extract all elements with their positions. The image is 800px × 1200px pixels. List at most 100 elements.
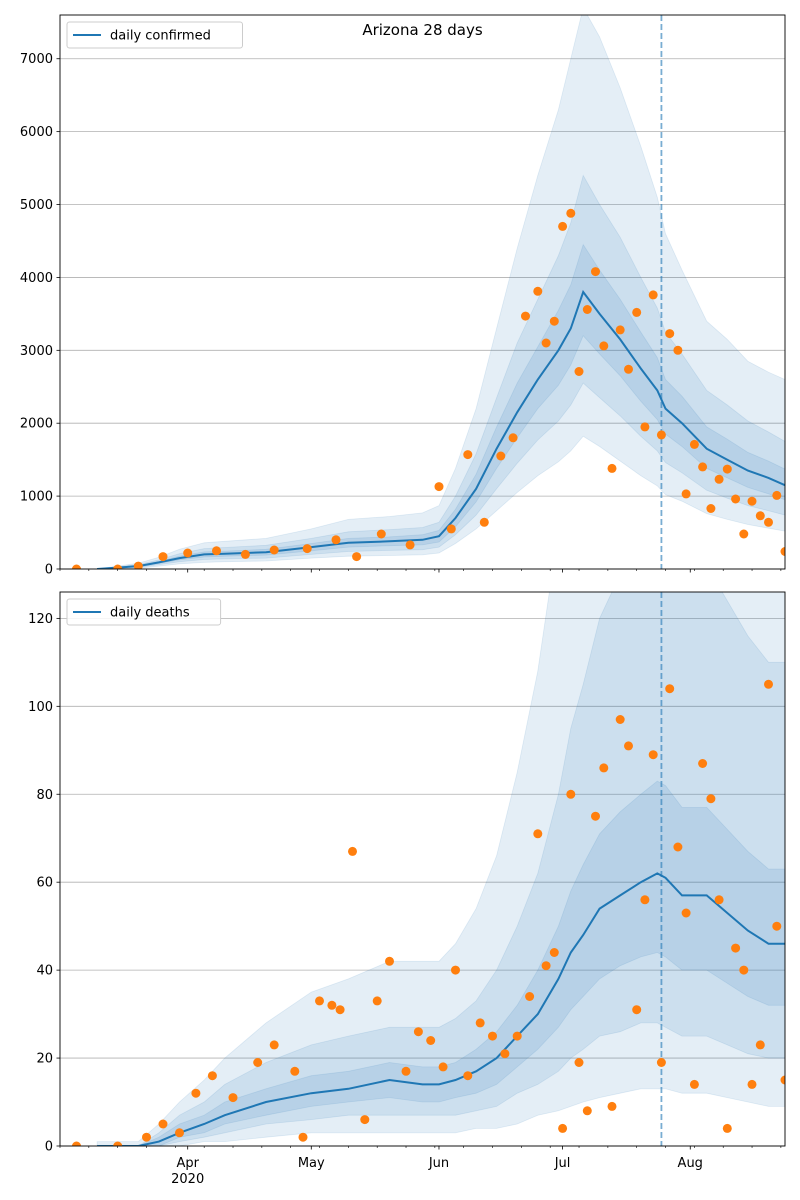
- observed-point: [698, 759, 708, 768]
- observed-point: [764, 517, 773, 527]
- observed-point: [566, 208, 576, 218]
- series-line: [97, 289, 785, 569]
- observed-point: [656, 1058, 666, 1067]
- observed-point: [722, 464, 732, 474]
- observed-point: [772, 921, 782, 931]
- x-tick-sublabel: 2020: [171, 1172, 204, 1187]
- observed-point: [512, 1031, 522, 1041]
- uncertainty-band-inner: [97, 243, 785, 569]
- y-tick-label: 40: [36, 964, 53, 979]
- x-tick-label: Apr: [176, 1156, 199, 1171]
- observed-point: [451, 965, 460, 975]
- legend: daily confirmed: [66, 21, 243, 49]
- observed-point: [656, 430, 666, 440]
- observed-point: [533, 829, 543, 839]
- chart-0: 0 1000 2000 3000 4000 5000 6000 7000 Arizona 28 …: [20, 14, 786, 578]
- observed-point: [591, 811, 600, 821]
- observed-point: [525, 992, 535, 1001]
- observed-point: [599, 763, 609, 773]
- observed-point: [541, 961, 551, 971]
- observed-point: [714, 474, 724, 484]
- observed-point: [739, 965, 749, 975]
- observed-point: [574, 367, 584, 376]
- y-tick-label: 20: [36, 1052, 53, 1067]
- observed-point: [302, 544, 312, 554]
- y-tick-label: 80: [36, 788, 53, 803]
- observed-point: [228, 1093, 238, 1103]
- observed-point: [764, 679, 773, 689]
- uncertainty-band-inner: [97, 780, 785, 1146]
- observed-point: [315, 996, 324, 1006]
- observed-point: [479, 517, 489, 527]
- observed-point: [533, 286, 543, 296]
- y-tick-label: 3000: [20, 344, 53, 359]
- observed-point: [706, 794, 716, 804]
- observed-point: [269, 545, 279, 555]
- observed-point: [615, 715, 625, 724]
- observed-point: [212, 546, 221, 556]
- observed-point: [475, 1018, 485, 1028]
- observed-point: [183, 548, 193, 558]
- x-tick-label: May: [298, 1156, 325, 1171]
- observed-point: [632, 307, 642, 317]
- legend: daily deaths: [66, 598, 222, 626]
- observed-point: [327, 1000, 337, 1010]
- observed-point: [549, 316, 559, 326]
- observed-point: [706, 504, 716, 513]
- observed-point: [500, 1049, 510, 1059]
- observed-point: [673, 345, 683, 355]
- observed-point: [496, 451, 506, 461]
- observed-point: [739, 529, 749, 539]
- observed-point: [640, 422, 650, 432]
- observed-point: [413, 1027, 423, 1037]
- observed-point: [348, 846, 357, 856]
- observed-point: [714, 895, 724, 905]
- observed-point: [599, 341, 609, 351]
- observed-point: [558, 221, 568, 231]
- observed-point: [158, 1119, 168, 1129]
- observed-point: [269, 1040, 279, 1050]
- x-tick-label: Aug: [678, 1156, 703, 1171]
- observed-point: [207, 1071, 217, 1081]
- observed-point: [463, 450, 473, 460]
- observed-point: [488, 1031, 497, 1041]
- plot-area: [72, 592, 785, 1146]
- observed-point: [158, 552, 168, 562]
- observed-point: [142, 1132, 151, 1142]
- observed-point: [335, 1005, 345, 1015]
- observed-point: [624, 364, 633, 374]
- observed-point: [175, 1128, 184, 1138]
- observed-point: [541, 338, 551, 348]
- observed-point: [780, 1075, 785, 1085]
- uncertainty-band-middle: [97, 592, 785, 1146]
- observed-point: [582, 305, 592, 314]
- observed-point: [290, 1066, 300, 1076]
- observed-point: [747, 1079, 757, 1089]
- uncertainty-band-outer: [96, 592, 785, 1146]
- observed-point: [681, 908, 691, 918]
- observed-point: [113, 564, 123, 569]
- y-tick-label: 120: [28, 612, 53, 627]
- observed-point: [463, 1071, 473, 1081]
- observed-point: [591, 267, 600, 277]
- observed-point: [698, 462, 708, 472]
- observed-point: [648, 290, 658, 300]
- legend-label: daily deaths: [110, 606, 190, 621]
- observed-point: [624, 741, 633, 751]
- observed-point: [665, 684, 675, 694]
- observed-point: [665, 329, 675, 339]
- observed-point: [298, 1132, 308, 1142]
- observed-point: [405, 540, 415, 550]
- observed-point: [731, 494, 741, 504]
- observed-point: [722, 1123, 732, 1133]
- y-tick-label: 0: [45, 1140, 53, 1155]
- observed-point: [113, 1141, 123, 1146]
- observed-point: [352, 552, 362, 562]
- y-tick-label: 0: [45, 563, 53, 578]
- observed-point: [607, 463, 617, 473]
- observed-point: [640, 895, 650, 905]
- observed-point: [426, 1036, 436, 1045]
- observed-point: [747, 496, 757, 506]
- y-tick-label: 100: [28, 700, 53, 715]
